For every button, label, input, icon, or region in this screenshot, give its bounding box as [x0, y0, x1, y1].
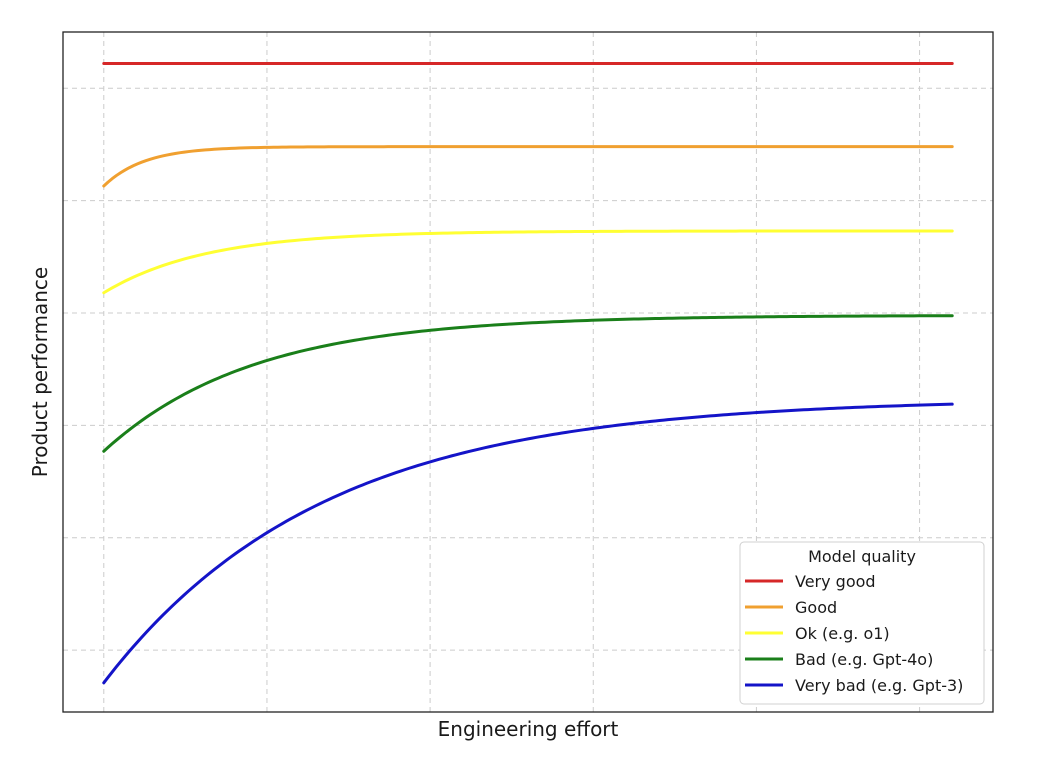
plot-area-frame: [62, 31, 994, 713]
series-line-3: [102, 314, 954, 453]
series-line-2: [102, 229, 954, 295]
legend-label-2: Ok (e.g. o1): [795, 624, 890, 643]
series-line-4: [102, 402, 954, 685]
legend: Model quality Very good Good Ok (e.g. o1) B…: [739, 541, 985, 705]
legend-title: Model quality: [808, 547, 916, 566]
legend-label-3: Bad (e.g. Gpt-4o): [795, 650, 933, 669]
y-axis-label: Product performance: [28, 267, 52, 477]
x-axis-label: Engineering effort: [438, 717, 619, 741]
series-layer: [102, 61, 954, 685]
legend-label-1: Good: [795, 598, 837, 617]
legend-label-0: Very good: [795, 572, 876, 591]
legend-box: [739, 541, 985, 705]
legend-label-4: Very bad (e.g. Gpt-3): [795, 676, 963, 695]
series-line-1: [102, 145, 954, 188]
